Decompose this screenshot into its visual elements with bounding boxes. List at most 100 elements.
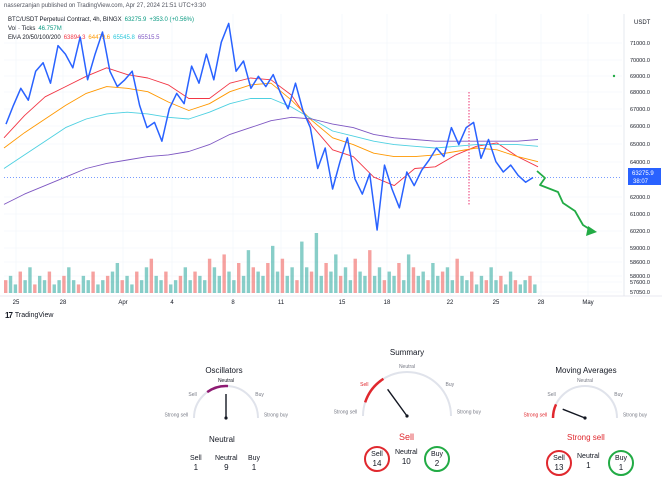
- volume-bar: [246, 250, 251, 293]
- volume-bar: [474, 284, 479, 293]
- volume-bar: [319, 275, 323, 293]
- summary-buy-count: Buy 2: [424, 446, 450, 472]
- y-tick-label: 58600.0: [630, 260, 650, 266]
- summary-sell-count: Sell 14: [364, 446, 390, 472]
- volume-bar: [508, 271, 513, 293]
- currency-label: USDT: [634, 20, 651, 26]
- volume-bar: [110, 271, 115, 293]
- summary-scale-label: Strong sell: [334, 409, 358, 415]
- y-tick-label: 61000.0: [630, 212, 650, 218]
- moving-averages-title: Moving Averages: [555, 366, 617, 375]
- volume-bar: [275, 271, 280, 293]
- volume-bar: [23, 280, 27, 293]
- moving-averages-status: Strong sell: [567, 433, 605, 442]
- x-tick-label: May: [582, 300, 593, 306]
- volume-bar: [91, 271, 95, 293]
- volume-bar: [86, 280, 90, 293]
- x-tick-label: 4: [170, 300, 174, 306]
- volume-bar: [309, 271, 314, 293]
- summary-scale-label: Sell: [360, 382, 368, 388]
- volume-bar: [353, 258, 357, 293]
- summary-gauge-active: [363, 377, 385, 403]
- summary-scale-label: Strong buy: [457, 409, 482, 415]
- forecast-arrow: [468, 74, 616, 236]
- volume-bar: [76, 284, 81, 293]
- volume-bar: [115, 263, 120, 293]
- volume-bar: [71, 280, 76, 293]
- tradingview-brand: TradingView: [14, 312, 54, 319]
- summary-scale-label: Neutral: [399, 364, 415, 370]
- volume-bar: [183, 267, 188, 293]
- volume-bar: [149, 258, 154, 293]
- volume-bar: [324, 263, 328, 293]
- moving_averages-scale-label: Strong buy: [623, 412, 648, 418]
- volume-bar: [18, 271, 22, 293]
- y-tick-label: 58000.0: [630, 274, 650, 280]
- price-chart[interactable]: 71000.0 70000.0 69000.0 68000.0 67000.0 66000…: [0, 0, 662, 310]
- ema200-line: [3, 116, 539, 205]
- volume-bar: [421, 271, 425, 293]
- y-tick-label: 64000.0: [630, 160, 650, 166]
- volume-bar: [363, 275, 367, 293]
- volume-bar: [338, 275, 343, 293]
- volume-bar: [67, 267, 71, 293]
- volume-bar: [406, 254, 411, 293]
- x-tick-label: 18: [384, 300, 391, 306]
- volume-bar: [28, 267, 32, 293]
- price-value: 63275.9: [124, 17, 147, 23]
- x-tick-label: 8: [231, 300, 235, 306]
- price-tag-countdown: 38:07: [633, 179, 649, 185]
- chart-grid: [4, 14, 622, 296]
- oscillators-buy-count: Buy 1: [248, 455, 261, 472]
- y-tick-label: 57050.0: [630, 290, 650, 296]
- volume-bar: [358, 271, 362, 293]
- oscillators-status: Neutral: [209, 435, 235, 444]
- y-tick-label: 67000.0: [630, 107, 650, 113]
- ema20-line: [3, 67, 539, 187]
- ema50-value: 64479.6: [88, 35, 111, 41]
- y-tick-label: 69000.0: [630, 74, 650, 80]
- oscillators-neutral-count: Neutral 9: [215, 455, 238, 472]
- volume-bar: [4, 280, 8, 293]
- forecast-arrowhead: [586, 226, 597, 236]
- volume-bar: [402, 280, 406, 293]
- price-line: [5, 22, 534, 231]
- volume-bar: [445, 267, 450, 293]
- volume-bar: [47, 271, 52, 293]
- volume-bar: [436, 275, 440, 293]
- volume-bar: [368, 250, 372, 293]
- volume-bar: [227, 271, 231, 293]
- volume-bar: [329, 271, 333, 293]
- volume-bar: [164, 271, 168, 293]
- x-tick-label: 28: [60, 300, 67, 306]
- volume-bar: [198, 275, 202, 293]
- volume-bar: [120, 280, 124, 293]
- volume-bar: [440, 271, 445, 293]
- volume-bars: [4, 233, 537, 293]
- volume-bar: [52, 284, 56, 293]
- y-tick-label: 68000.0: [630, 90, 650, 96]
- x-tick-label: 25: [493, 300, 500, 306]
- oscillators-scale-label: Sell: [188, 392, 196, 398]
- y-tick-label: 66000.0: [630, 124, 650, 130]
- volume-bar: [37, 275, 42, 293]
- oscillators-scale-label: Strong buy: [264, 412, 289, 418]
- volume-bar: [304, 267, 309, 293]
- price-axis: 71000.0 70000.0 69000.0 68000.0 67000.0 66000…: [623, 14, 650, 296]
- tradingview-logo[interactable]: 17 TradingView: [5, 311, 53, 320]
- volume-bar: [193, 271, 197, 293]
- volume-bar: [251, 267, 255, 293]
- volume-label: Vol · Ticks: [8, 26, 36, 32]
- volume-bar: [266, 263, 270, 293]
- moving_averages-scale-label: Strong sell: [524, 412, 548, 418]
- volume-bar: [13, 284, 18, 293]
- volume-bar: [470, 271, 474, 293]
- volume-bar: [479, 275, 484, 293]
- forecast-path: [536, 170, 595, 233]
- ema100-line: [3, 98, 539, 169]
- current-price-tag: 63275.9 38:07: [628, 168, 661, 185]
- oscillators-scale-label: Buy: [255, 392, 264, 398]
- x-tick-label: 15: [339, 300, 346, 306]
- volume-bar: [280, 258, 285, 293]
- moving_averages-scale-label: Sell: [547, 392, 555, 398]
